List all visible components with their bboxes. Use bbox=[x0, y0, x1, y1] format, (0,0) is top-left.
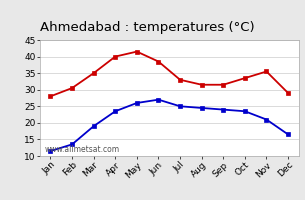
Text: www.allmetsat.com: www.allmetsat.com bbox=[45, 145, 120, 154]
Text: Ahmedabad : temperatures (°C): Ahmedabad : temperatures (°C) bbox=[40, 21, 254, 34]
